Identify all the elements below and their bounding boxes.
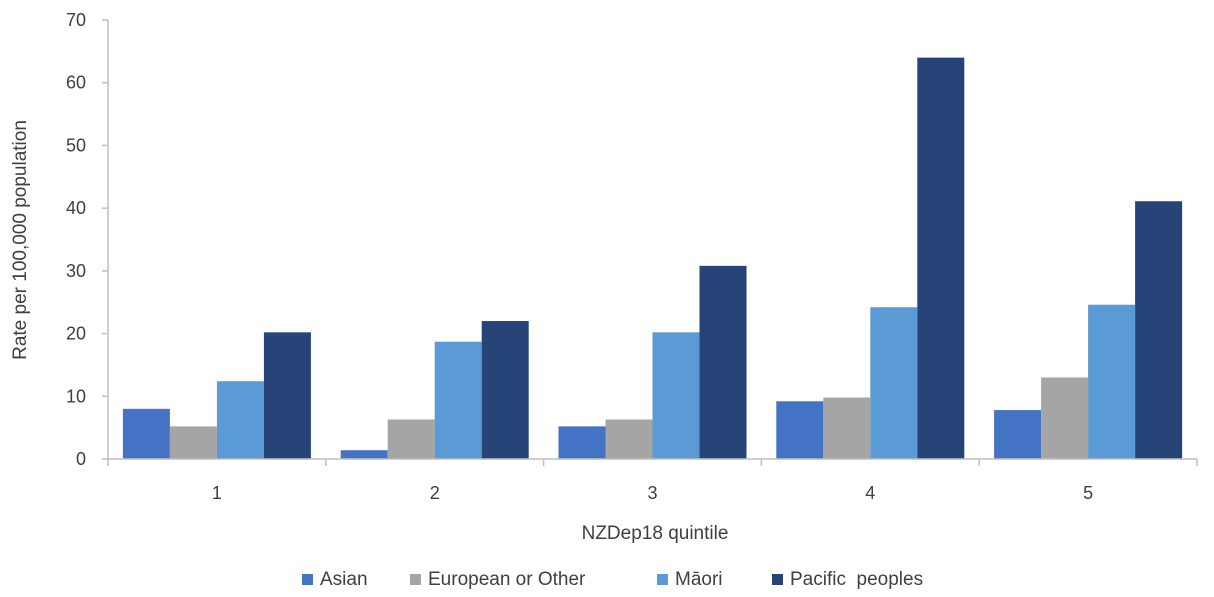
y-tick-label: 60 <box>66 73 86 93</box>
axes-layer <box>107 20 1197 460</box>
legend-label: European or Other <box>428 569 586 590</box>
y-tick-label: 40 <box>66 198 86 218</box>
legend: Asian European or Other Māori Pacific peopl… <box>302 569 923 590</box>
bar <box>652 332 700 459</box>
legend-label: Māori <box>675 569 723 590</box>
legend-swatch <box>657 574 668 585</box>
x-tick-label: 1 <box>212 483 222 503</box>
bar <box>776 401 824 459</box>
y-tick-label: 0 <box>76 449 86 469</box>
y-tick-label: 30 <box>66 261 86 281</box>
y-axis-title: Rate per 100,000 population <box>10 120 31 360</box>
bar <box>994 410 1042 459</box>
bar <box>340 450 388 459</box>
bar <box>1088 304 1136 459</box>
legend-swatch <box>410 574 421 585</box>
bar <box>1135 201 1183 459</box>
bar <box>481 321 529 459</box>
y-axis-ticks: 0 10 20 30 40 50 60 70 <box>66 10 108 469</box>
x-tick-label: 3 <box>647 483 657 503</box>
bar <box>434 341 482 459</box>
x-axis-ticks: 1 2 3 4 5 <box>107 459 1198 503</box>
x-tick-label: 4 <box>865 483 875 503</box>
x-tick-label: 2 <box>430 483 440 503</box>
x-tick-label: 5 <box>1083 483 1093 503</box>
bar <box>1041 377 1089 459</box>
legend-label: Pacific peoples <box>790 569 923 590</box>
bars-layer <box>122 57 1183 459</box>
y-tick-label: 20 <box>66 324 86 344</box>
bar <box>216 381 264 459</box>
bar <box>823 397 871 459</box>
bar <box>122 408 170 459</box>
y-tick-label: 70 <box>66 10 86 30</box>
bar <box>870 307 918 459</box>
bar <box>558 426 606 459</box>
bar <box>917 57 965 459</box>
bar <box>699 265 747 459</box>
legend-swatch <box>772 574 783 585</box>
legend-label: Asian <box>320 569 368 590</box>
bar <box>263 332 311 459</box>
x-axis-title: NZDep18 quintile <box>582 523 729 544</box>
legend-swatch <box>302 574 313 585</box>
y-tick-label: 50 <box>66 135 86 155</box>
bar <box>387 419 435 459</box>
y-tick-label: 10 <box>66 386 86 406</box>
bar <box>169 426 217 459</box>
bar <box>605 419 653 459</box>
